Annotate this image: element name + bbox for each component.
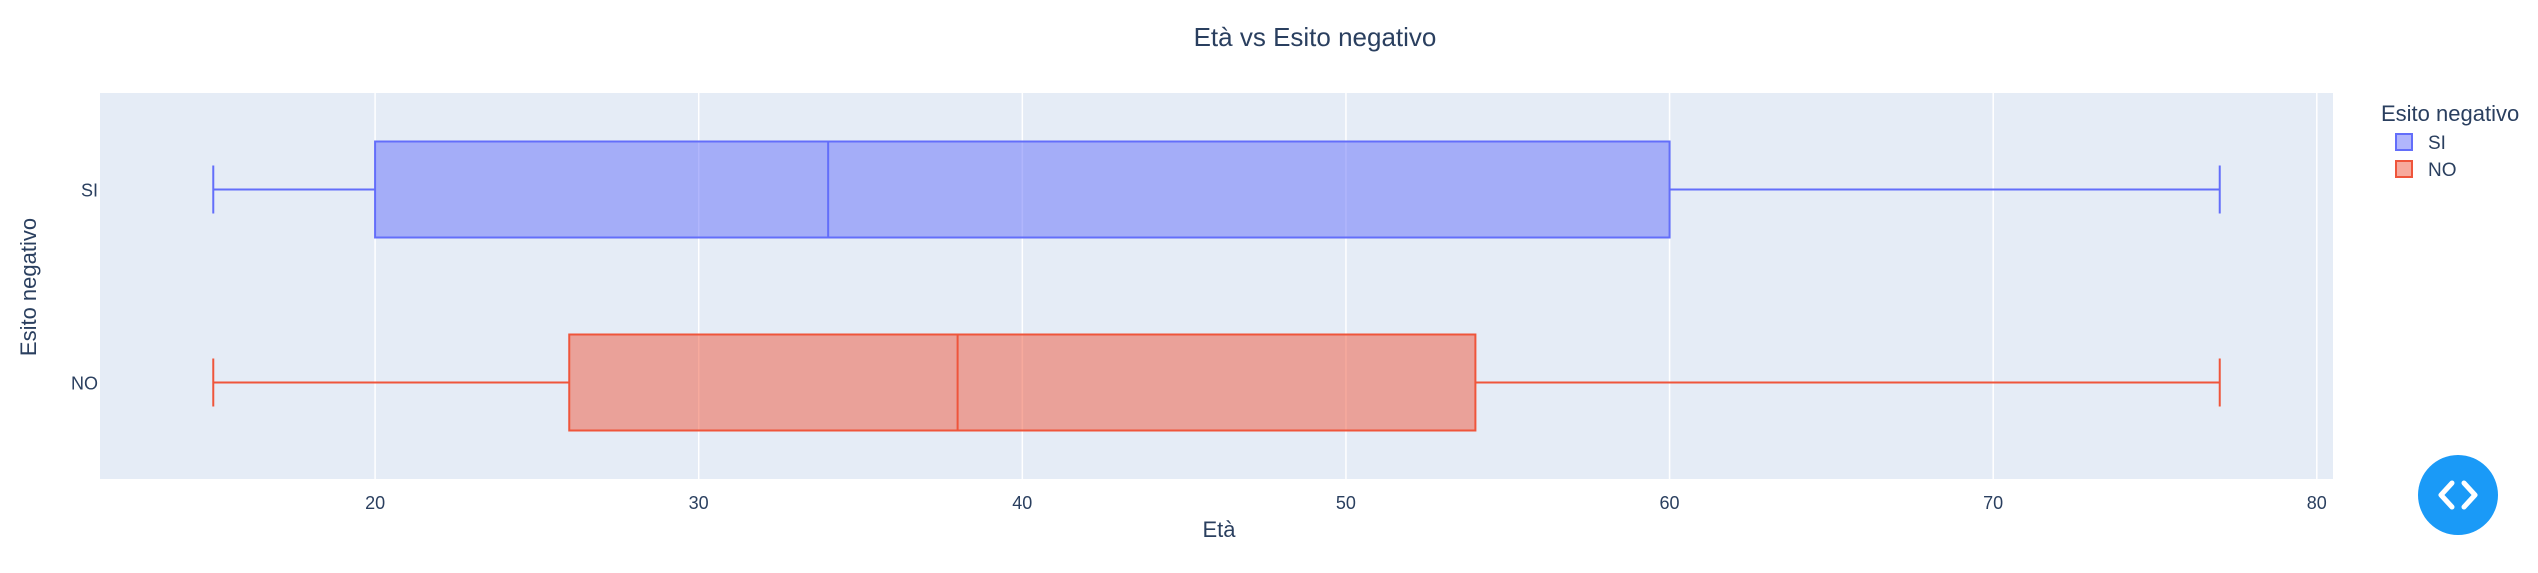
y-axis-ticks: SI NO — [71, 181, 98, 394]
x-tick-label: 20 — [365, 493, 385, 513]
y-axis-title: Esito negativo — [16, 218, 41, 356]
legend-item-no: NO — [2395, 160, 2457, 181]
legend-label: NO — [2428, 160, 2457, 181]
x-tick-label: 80 — [2307, 493, 2327, 513]
y-tick-label: SI — [81, 181, 98, 201]
box-no — [212, 333, 2221, 432]
legend-swatch — [2395, 160, 2413, 178]
x-axis-ticks: 20 30 40 50 60 70 80 — [365, 493, 2327, 513]
legend-label: SI — [2428, 133, 2446, 154]
code-toggle-button[interactable] — [2418, 455, 2498, 535]
box-si — [212, 140, 2221, 239]
iqr-box — [374, 140, 1671, 239]
code-brackets-icon — [2438, 480, 2478, 510]
box-plots — [212, 140, 2221, 432]
x-tick-label: 30 — [689, 493, 709, 513]
x-tick-label: 70 — [1983, 493, 2003, 513]
x-tick-label: 40 — [1012, 493, 1032, 513]
iqr-box — [568, 333, 1477, 432]
y-tick-label: NO — [71, 374, 98, 394]
x-axis-title: Età — [1202, 517, 1236, 542]
legend-item-si: SI — [2395, 133, 2446, 154]
legend-swatch — [2395, 133, 2413, 151]
legend: Esito negativo SI NO — [2381, 101, 2519, 181]
chart-title: Età vs Esito negativo — [1194, 22, 1437, 52]
x-tick-label: 50 — [1336, 493, 1356, 513]
legend-title: Esito negativo — [2381, 101, 2519, 126]
x-tick-label: 60 — [1660, 493, 1680, 513]
